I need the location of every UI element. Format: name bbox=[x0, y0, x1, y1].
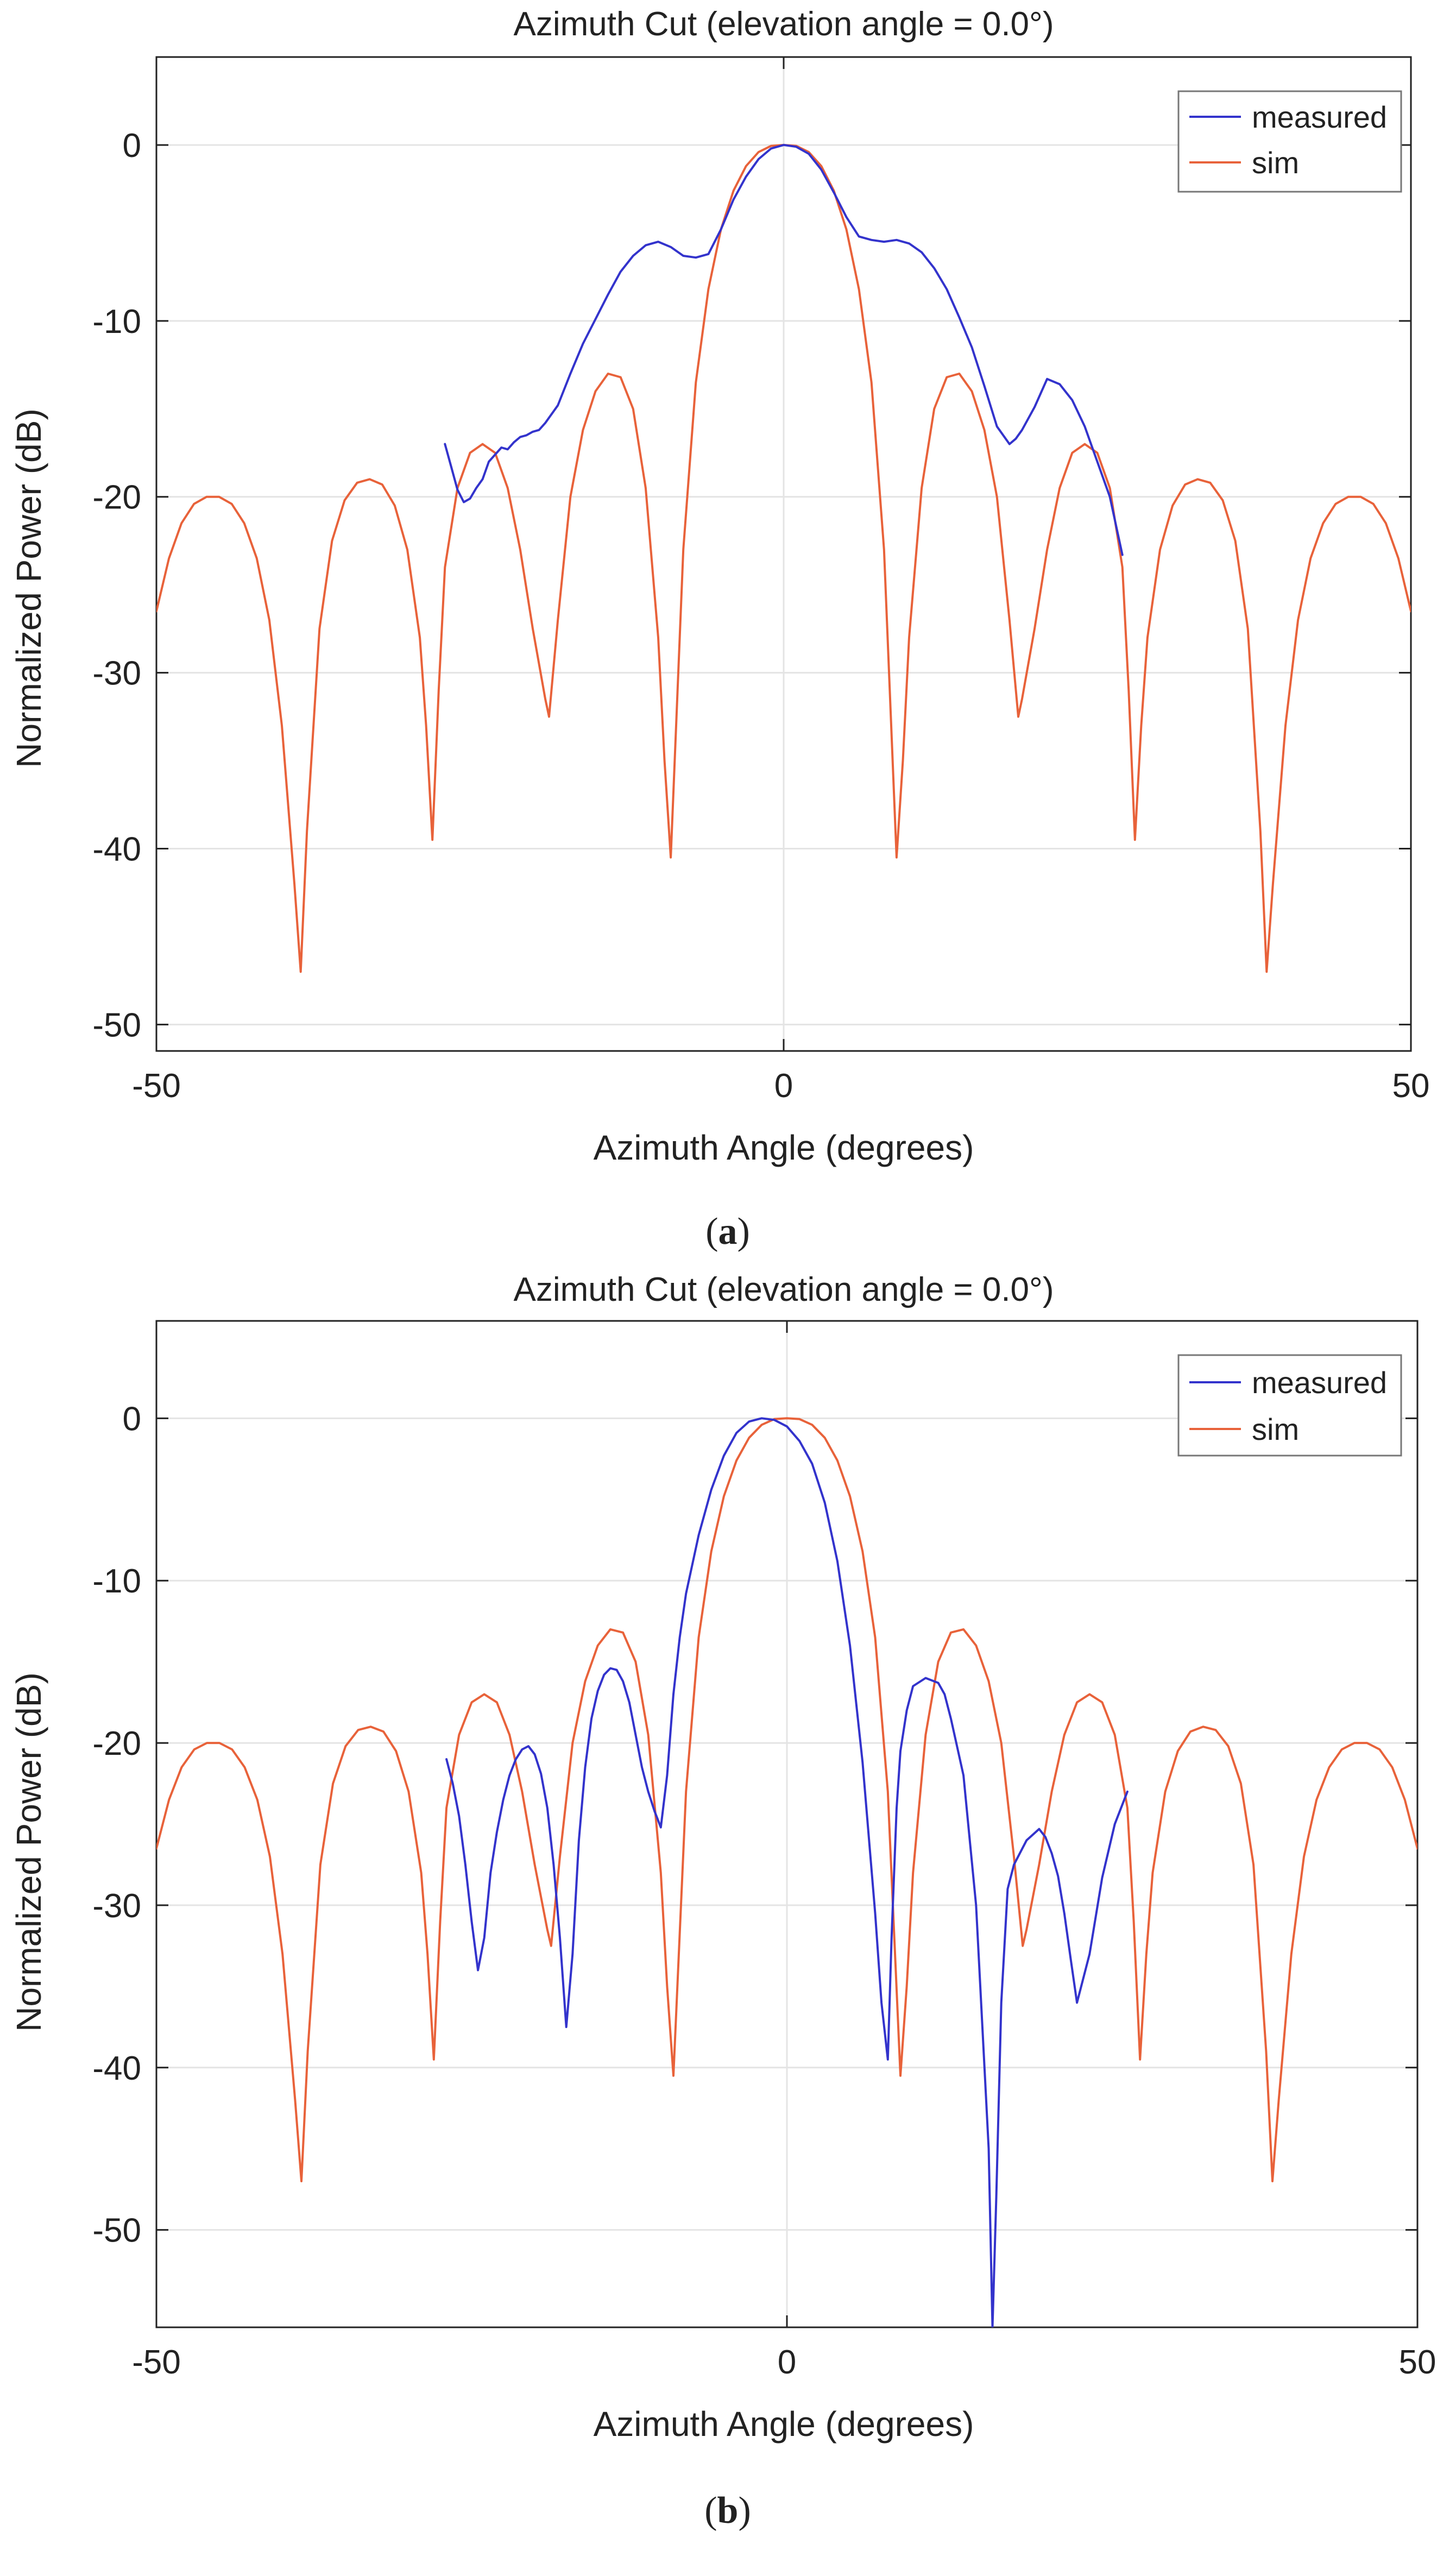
chart-title: Azimuth Cut (elevation angle = 0.0°) bbox=[514, 5, 1054, 43]
y-tick-label: -10 bbox=[92, 303, 141, 341]
y-tick-label: -20 bbox=[92, 1725, 141, 1762]
panel-label-a: (a) bbox=[705, 1211, 750, 1252]
y-tick-label: -40 bbox=[92, 831, 141, 868]
y-tick-label: -30 bbox=[92, 1887, 141, 1925]
legend-label-sim: sim bbox=[1252, 146, 1299, 180]
y-tick-label: -50 bbox=[92, 1006, 141, 1044]
grid-horizontal bbox=[156, 1417, 1417, 2231]
x-axis-label: Azimuth Angle (degrees) bbox=[594, 2404, 974, 2444]
y-tick-label: 0 bbox=[123, 127, 141, 165]
axis-ticks: -50 0 50 0 -10 -20 -30 -40 -50 bbox=[92, 57, 1429, 1105]
chart-panel-b: -50 0 50 0 -10 -20 -30 -40 -50 Azimuth Cut (elev… bbox=[9, 1271, 1436, 2532]
x-tick-label: 50 bbox=[1392, 1067, 1430, 1105]
series-layer bbox=[156, 1417, 1417, 2327]
y-tick-label: -10 bbox=[92, 1563, 141, 1600]
series-layer bbox=[156, 143, 1411, 973]
x-tick-label: 0 bbox=[778, 2344, 796, 2381]
axis-ticks: -50 0 50 0 -10 -20 -30 -40 -50 bbox=[92, 1321, 1436, 2381]
chart-title: Azimuth Cut (elevation angle = 0.0°) bbox=[514, 1271, 1054, 1308]
x-tick-label: -50 bbox=[132, 2344, 181, 2381]
series-line-sim bbox=[156, 1417, 1417, 2182]
series-line-measured bbox=[444, 143, 1124, 556]
y-tick-label: -20 bbox=[92, 479, 141, 517]
legend-box bbox=[1177, 1354, 1402, 1457]
x-tick-label: -50 bbox=[132, 1067, 181, 1105]
panel-label-b: (b) bbox=[704, 2490, 751, 2532]
y-tick-label: -40 bbox=[92, 2050, 141, 2087]
y-tick-label: -50 bbox=[92, 2212, 141, 2250]
y-axis-label: Normalized Power (dB) bbox=[9, 1672, 48, 2032]
legend-label-measured: measured bbox=[1252, 1365, 1387, 1400]
legend: measured sim bbox=[1177, 1354, 1402, 1457]
x-axis-label: Azimuth Angle (degrees) bbox=[594, 1128, 974, 1167]
legend-box bbox=[1177, 90, 1402, 193]
legend-label-sim: sim bbox=[1252, 1412, 1299, 1446]
y-axis-label: Normalized Power (dB) bbox=[9, 408, 48, 768]
y-tick-label: 0 bbox=[123, 1400, 141, 1438]
legend-label-measured: measured bbox=[1252, 100, 1387, 134]
series-line-measured bbox=[445, 1417, 1129, 2327]
chart-panel-a: -50 0 50 0 -10 -20 -30 -40 -50 Azimuth Cut (elev… bbox=[9, 5, 1429, 1252]
y-tick-label: -30 bbox=[92, 655, 141, 692]
x-tick-label: 50 bbox=[1399, 2344, 1436, 2381]
x-tick-label: 0 bbox=[774, 1067, 793, 1105]
panel-label-b-letter: b bbox=[717, 2490, 739, 2532]
panel-label-a-letter: a bbox=[718, 1211, 738, 1252]
legend: measured sim bbox=[1177, 90, 1402, 193]
